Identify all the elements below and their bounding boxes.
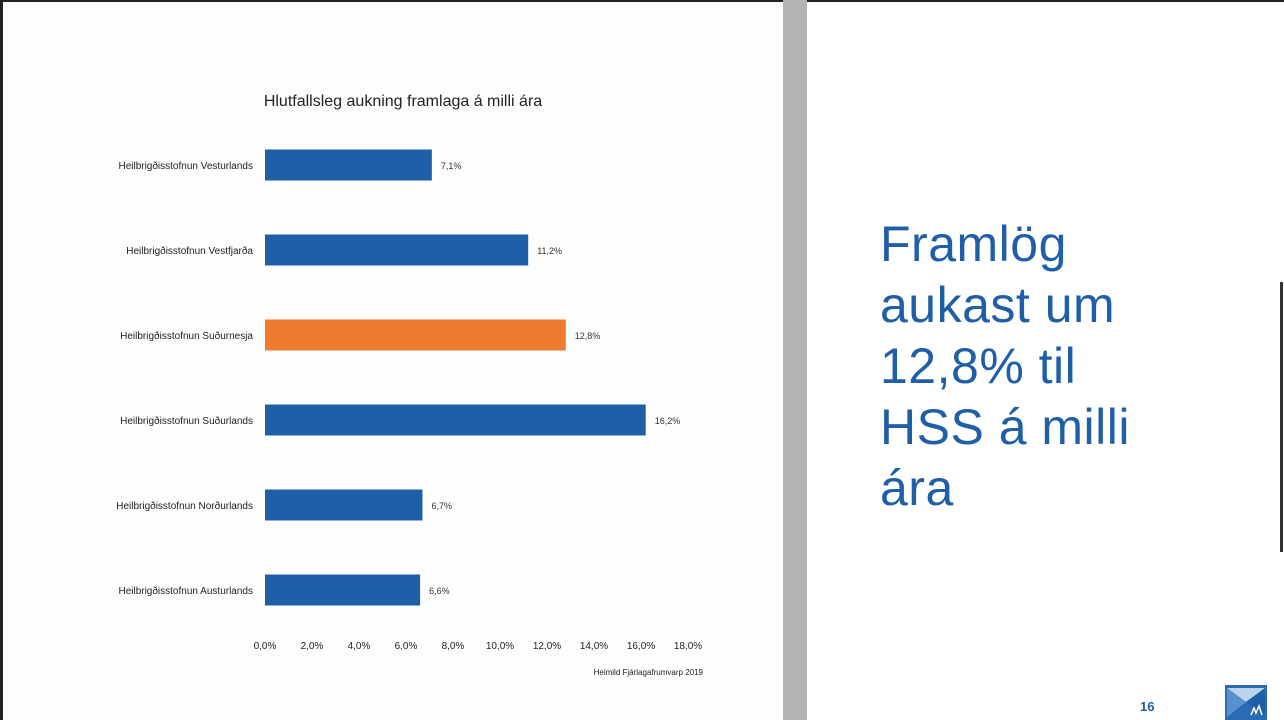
bar — [265, 319, 566, 351]
data-label: 6,7% — [431, 501, 452, 511]
bar — [265, 234, 529, 266]
x-tick-label: 6,0% — [395, 641, 418, 652]
slide-frame-left — [0, 0, 3, 720]
chart-panel: Hlutfallsleg aukning framlaga á milli ár… — [3, 2, 783, 720]
x-tick-label: 2,0% — [301, 641, 324, 652]
data-label: 12,8% — [575, 331, 601, 341]
x-tick-label: 0,0% — [254, 641, 277, 652]
data-label: 6,6% — [429, 586, 450, 596]
category-label: Heilbrigðisstofnun Norðurlands — [116, 500, 253, 512]
bar — [265, 149, 432, 181]
x-tick-label: 14,0% — [580, 641, 608, 652]
text-panel: Framlög aukast um 12,8% til HSS á milli … — [807, 2, 1284, 720]
x-tick-label: 16,0% — [627, 641, 655, 652]
source-note: Heimild Fjárlagafrumvarp 2019 — [594, 668, 704, 677]
category-label: Heilbrigðisstofnun Vesturlands — [118, 160, 253, 172]
page-number: 16 — [1140, 699, 1155, 714]
bar — [265, 574, 421, 606]
slide-divider — [783, 0, 807, 720]
bar-chart: Hlutfallsleg aukning framlaga á milli ár… — [116, 93, 704, 677]
x-tick-label: 18,0% — [674, 641, 702, 652]
bar — [265, 489, 423, 521]
data-label: 11,2% — [537, 246, 562, 256]
bar — [265, 404, 646, 436]
data-label: 16,2% — [655, 416, 681, 426]
x-tick-label: 12,0% — [533, 641, 561, 652]
chart-title: Hlutfallsleg aukning framlaga á milli ár… — [264, 93, 542, 110]
edge-mark — [1280, 282, 1283, 552]
x-tick-label: 10,0% — [486, 641, 514, 652]
envelope-logo-icon — [1225, 685, 1267, 720]
category-label: Heilbrigðisstofnun Suðurlands — [120, 415, 253, 427]
category-label: Heilbrigðisstofnun Suðurnesja — [120, 330, 253, 342]
headline: Framlög aukast um 12,8% til HSS á milli … — [880, 216, 1130, 516]
category-label: Heilbrigðisstofnun Vestfjarða — [126, 245, 253, 257]
slide-frame-top — [0, 0, 1284, 2]
x-tick-label: 8,0% — [442, 641, 465, 652]
data-label: 7,1% — [441, 161, 462, 171]
x-tick-label: 4,0% — [348, 641, 371, 652]
category-label: Heilbrigðisstofnun Austurlands — [118, 585, 253, 597]
